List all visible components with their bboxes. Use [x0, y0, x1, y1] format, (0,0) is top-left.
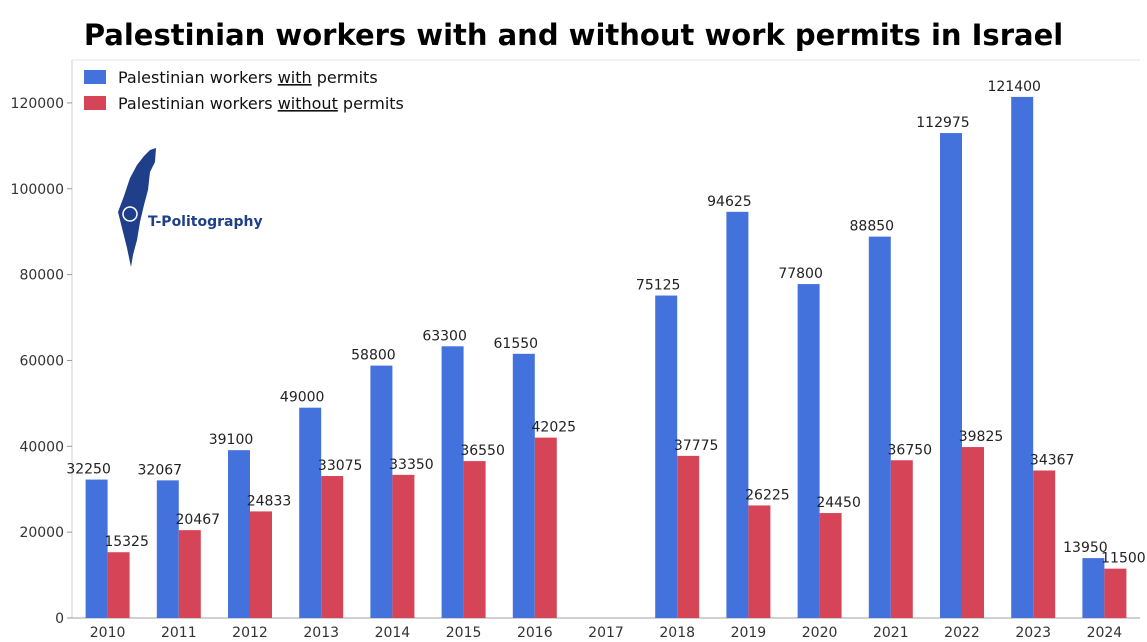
x-tick-label: 2013	[303, 625, 339, 641]
x-tick-label: 2024	[1087, 625, 1123, 641]
legend-entry: Palestinian workers with permits	[118, 68, 378, 87]
data-label: 36750	[888, 442, 933, 458]
x-tick-label: 2010	[90, 625, 126, 641]
data-label: 32250	[66, 462, 111, 478]
bar-with-permits	[228, 450, 250, 618]
data-label: 49000	[280, 390, 325, 406]
bar-without-permits	[392, 474, 415, 618]
data-label: 42025	[532, 420, 577, 436]
data-label: 77800	[778, 266, 823, 282]
x-tick-label: 2021	[873, 625, 909, 641]
data-labels: 32250 15325 32067 20467 39100 24833 49000 33075…	[66, 79, 1145, 567]
legend-swatch	[84, 96, 106, 110]
legend-entry: Palestinian workers without permits	[118, 94, 404, 113]
bar-with-permits	[441, 346, 464, 618]
x-tick-label: 2020	[802, 625, 838, 641]
data-label: 33350	[389, 457, 434, 473]
y-tick-label: 60000	[19, 353, 64, 369]
data-label: 63300	[422, 328, 467, 344]
logo: T-Politography	[118, 148, 263, 267]
bar-with-permits	[85, 479, 108, 618]
x-tick-label: 2011	[161, 625, 197, 641]
data-label: 39100	[209, 432, 254, 448]
data-label: 88850	[850, 219, 895, 235]
bars	[85, 96, 1127, 619]
legend: Palestinian workers with permits Palestin…	[84, 68, 404, 113]
legend-swatch	[84, 70, 106, 84]
bar-without-permits	[1104, 568, 1127, 618]
x-tick-label: 2014	[375, 625, 411, 641]
x-tick-label: 2022	[944, 625, 980, 641]
data-label: 39825	[959, 429, 1004, 445]
bar-with-permits	[868, 236, 891, 618]
bar-without-permits	[1033, 470, 1056, 618]
data-label: 121400	[987, 79, 1040, 95]
bar-with-permits	[156, 480, 179, 618]
bar-without-permits	[819, 513, 842, 618]
data-label: 26225	[745, 487, 790, 503]
bar-without-permits	[321, 476, 344, 618]
x-tick-label: 2019	[731, 625, 767, 641]
bar-without-permits	[962, 447, 984, 618]
x-tick-label: 2023	[1015, 625, 1051, 641]
bar-without-permits	[748, 505, 771, 618]
data-label: 32067	[138, 462, 183, 478]
data-label: 24833	[247, 493, 292, 509]
bar-without-permits	[534, 437, 557, 618]
bar-without-permits	[178, 530, 201, 618]
bar-with-permits	[512, 353, 535, 618]
x-tick-label: 2016	[517, 625, 553, 641]
data-label: 24450	[816, 495, 861, 511]
data-label: 33075	[318, 458, 363, 474]
bar-without-permits	[250, 511, 272, 618]
data-label: 75125	[636, 278, 681, 294]
x-tick-label: 2017	[588, 625, 624, 641]
data-label: 58800	[351, 348, 396, 364]
bar-with-permits	[655, 295, 678, 618]
data-label: 34367	[1030, 452, 1075, 468]
data-label: 36550	[460, 443, 505, 459]
bar-without-permits	[463, 461, 486, 618]
data-label: 20467	[176, 512, 221, 528]
data-label: 112975	[916, 115, 969, 131]
bar-with-permits	[797, 284, 820, 618]
bar-with-permits	[299, 407, 322, 618]
israel-map-logo-icon	[118, 148, 156, 267]
y-tick-label: 80000	[19, 268, 64, 284]
y-tick-label: 100000	[11, 182, 64, 198]
bar-with-permits	[1082, 558, 1105, 618]
bar-with-permits	[370, 365, 393, 618]
logo-emblem-icon	[122, 206, 138, 222]
y-tick-label: 40000	[19, 439, 64, 455]
y-tick-label: 20000	[19, 525, 64, 541]
data-label: 11500	[1101, 551, 1146, 567]
bar-without-permits	[890, 460, 913, 618]
bar-with-permits	[940, 133, 962, 618]
logo-text: T-Politography	[148, 214, 263, 230]
x-tick-label: 2018	[659, 625, 695, 641]
bar-without-permits	[677, 455, 700, 618]
chart-title: Palestinian workers with and without wor…	[83, 18, 1064, 52]
y-tick-label: 0	[55, 611, 64, 627]
data-label: 15325	[104, 534, 149, 550]
y-tick-label: 120000	[11, 96, 64, 112]
bar-with-permits	[726, 211, 749, 618]
bar-with-permits	[1011, 96, 1034, 619]
data-label: 37775	[674, 438, 719, 454]
x-tick-label: 2015	[446, 625, 482, 641]
axes: 0 20000 40000 60000 80000 100000 120000 2010 201…	[11, 59, 1140, 641]
data-label: 61550	[494, 336, 539, 352]
bar-without-permits	[107, 552, 130, 618]
x-tick-label: 2012	[232, 625, 268, 641]
data-label: 94625	[707, 194, 752, 210]
data-label: 13950	[1063, 540, 1108, 556]
